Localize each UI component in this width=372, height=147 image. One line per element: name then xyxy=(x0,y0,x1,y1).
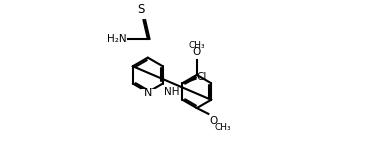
Text: N: N xyxy=(144,88,152,98)
Text: O: O xyxy=(210,116,218,126)
Text: N: N xyxy=(144,88,152,98)
Text: CH₃: CH₃ xyxy=(189,41,205,50)
Text: H₂N: H₂N xyxy=(106,34,126,44)
Text: S: S xyxy=(138,3,145,16)
Text: CH₃: CH₃ xyxy=(214,123,231,132)
Text: NH: NH xyxy=(164,87,179,97)
Text: O: O xyxy=(193,47,201,57)
Text: Cl: Cl xyxy=(197,72,207,82)
